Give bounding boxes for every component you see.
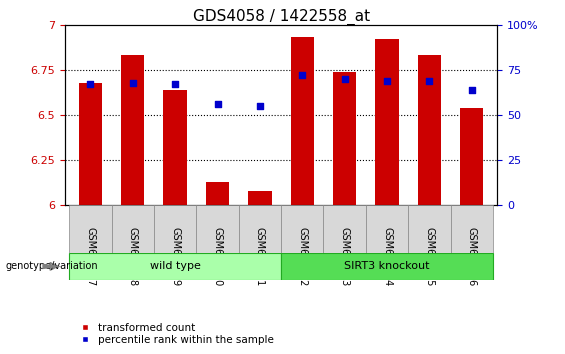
- Bar: [112, 205, 154, 253]
- Title: GDS4058 / 1422558_at: GDS4058 / 1422558_at: [193, 8, 370, 25]
- Text: GSM675148: GSM675148: [128, 227, 138, 286]
- Bar: [290, 38, 314, 205]
- Point: [467, 87, 476, 93]
- Bar: [121, 56, 145, 205]
- Point: [255, 103, 264, 109]
- Text: SIRT3 knockout: SIRT3 knockout: [344, 261, 430, 272]
- Bar: [69, 253, 281, 280]
- Text: GSM675156: GSM675156: [467, 227, 477, 286]
- Bar: [238, 205, 281, 253]
- Bar: [206, 182, 229, 205]
- Point: [128, 80, 137, 85]
- Text: GSM675154: GSM675154: [382, 227, 392, 286]
- Point: [425, 78, 434, 84]
- Text: GSM675147: GSM675147: [85, 227, 95, 286]
- Bar: [375, 39, 399, 205]
- Bar: [366, 205, 408, 253]
- Bar: [154, 205, 197, 253]
- Point: [213, 101, 222, 107]
- Bar: [333, 72, 357, 205]
- Bar: [163, 90, 187, 205]
- Bar: [281, 253, 493, 280]
- Bar: [281, 205, 323, 253]
- Bar: [408, 205, 451, 253]
- Bar: [197, 205, 238, 253]
- Bar: [460, 108, 484, 205]
- Bar: [451, 205, 493, 253]
- Point: [383, 78, 392, 84]
- Point: [298, 73, 307, 78]
- Point: [340, 76, 349, 82]
- Point: [86, 81, 95, 87]
- Text: GSM675150: GSM675150: [212, 227, 223, 286]
- Text: GSM675153: GSM675153: [340, 227, 350, 286]
- Bar: [69, 205, 112, 253]
- Text: GSM675155: GSM675155: [424, 227, 434, 286]
- Bar: [323, 205, 366, 253]
- Bar: [248, 191, 272, 205]
- Bar: [79, 82, 102, 205]
- Text: GSM675151: GSM675151: [255, 227, 265, 286]
- Legend: transformed count, percentile rank within the sample: transformed count, percentile rank withi…: [70, 318, 279, 349]
- Text: GSM675152: GSM675152: [297, 227, 307, 286]
- Bar: [418, 56, 441, 205]
- Text: GSM675149: GSM675149: [170, 227, 180, 286]
- Point: [171, 81, 180, 87]
- Text: genotype/variation: genotype/variation: [6, 261, 98, 272]
- Text: wild type: wild type: [150, 261, 201, 272]
